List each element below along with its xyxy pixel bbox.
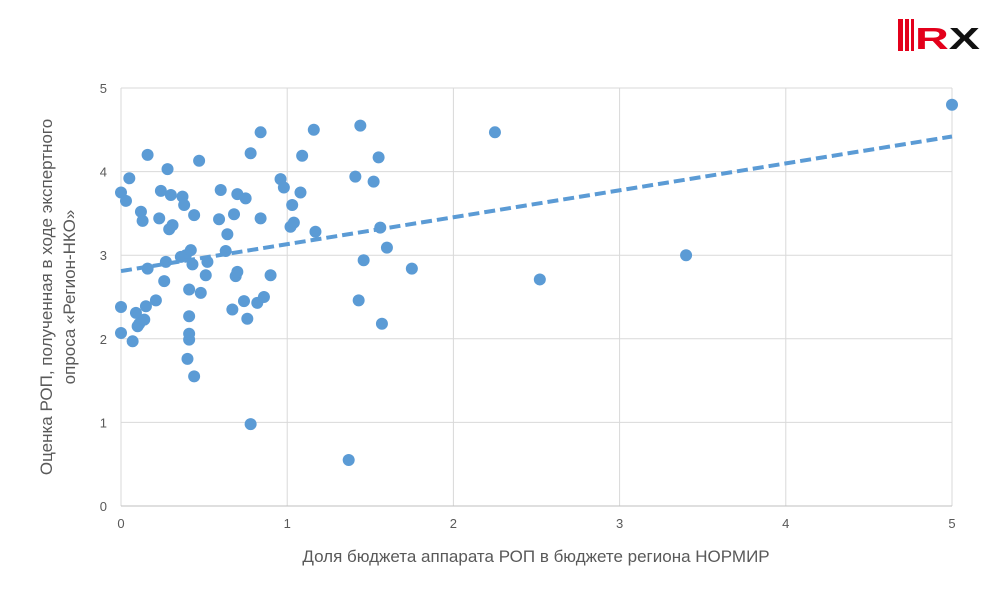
x-axis-ticks: 0 1 2 3 4 5 — [117, 516, 955, 531]
data-point — [183, 310, 196, 323]
y-tick-label: 3 — [100, 248, 107, 263]
data-point — [342, 454, 355, 467]
y-axis-ticks: 0 1 2 3 4 5 — [100, 81, 107, 514]
data-point — [244, 418, 257, 431]
data-point — [141, 148, 154, 161]
data-point — [183, 283, 196, 296]
data-point — [134, 205, 147, 218]
data-point — [193, 154, 206, 167]
data-point — [166, 219, 179, 232]
data-point — [138, 313, 151, 326]
data-point — [214, 183, 227, 196]
data-point — [241, 312, 254, 325]
x-tick-label: 3 — [616, 516, 623, 531]
data-point — [194, 286, 207, 299]
data-point — [380, 241, 393, 254]
data-point — [488, 126, 501, 139]
data-point — [154, 184, 167, 197]
data-point — [309, 225, 322, 238]
data-point — [199, 269, 212, 282]
data-point — [533, 273, 546, 286]
data-point — [184, 244, 197, 257]
data-point — [126, 335, 139, 348]
x-tick-label: 0 — [117, 516, 124, 531]
y-axis-label-line-2: опроса «Регион-НКО» — [60, 210, 79, 385]
data-point — [354, 119, 367, 132]
x-tick-label: 2 — [450, 516, 457, 531]
data-point — [294, 186, 307, 199]
data-point — [123, 172, 136, 185]
data-point — [161, 163, 174, 176]
data-point — [287, 216, 300, 229]
data-point — [149, 294, 162, 307]
logo-red-bar-3 — [911, 19, 914, 51]
data-point — [367, 175, 380, 188]
data-point — [164, 189, 177, 202]
data-point — [188, 370, 201, 383]
data-point — [286, 199, 299, 212]
data-point — [680, 249, 693, 262]
y-tick-label: 0 — [100, 499, 107, 514]
y-tick-label: 5 — [100, 81, 107, 96]
data-point — [115, 301, 127, 314]
x-tick-label: 1 — [284, 516, 291, 531]
data-point — [221, 228, 234, 241]
data-point — [277, 181, 290, 194]
data-point — [264, 269, 277, 282]
data-point — [254, 212, 267, 225]
data-point — [257, 291, 270, 303]
data-point — [178, 199, 191, 212]
data-point — [231, 265, 244, 278]
trendline — [120, 134, 953, 274]
data-point — [349, 170, 362, 183]
data-point — [352, 294, 365, 307]
data-point — [307, 123, 320, 136]
data-point — [239, 192, 252, 205]
data-point — [372, 151, 385, 164]
data-points — [115, 98, 958, 467]
logo-red-bar-1 — [898, 19, 903, 51]
data-point — [119, 194, 132, 207]
gridlines — [120, 87, 953, 506]
data-point — [188, 209, 201, 222]
y-tick-label: 4 — [100, 165, 107, 180]
x-tick-label: 4 — [782, 516, 789, 531]
y-tick-label: 2 — [100, 332, 107, 347]
data-point — [129, 306, 142, 319]
data-point — [357, 254, 370, 267]
data-point — [946, 98, 958, 111]
data-point — [296, 149, 309, 162]
data-point — [181, 352, 194, 365]
y-axis-label: Оценка РОП, полученная в ходе экспертног… — [37, 119, 79, 475]
data-point — [237, 295, 250, 308]
data-point — [153, 212, 166, 225]
x-axis-label: Доля бюджета аппарата РОП в бюджете реги… — [302, 547, 769, 566]
y-axis-label-line-1: Оценка РОП, полученная в ходе экспертног… — [37, 119, 56, 475]
data-point — [254, 126, 267, 139]
data-point — [405, 262, 418, 275]
data-point — [115, 326, 127, 339]
data-point — [226, 303, 239, 316]
data-point — [158, 275, 171, 288]
data-point — [228, 208, 241, 221]
data-point — [213, 213, 226, 226]
x-tick-label: 5 — [948, 516, 955, 531]
data-point — [139, 300, 152, 313]
data-point — [183, 327, 196, 340]
data-point — [375, 317, 388, 330]
logo-red-bar-2 — [905, 19, 909, 51]
y-tick-label: 1 — [100, 415, 107, 430]
data-point — [136, 214, 149, 227]
data-point — [244, 147, 257, 160]
